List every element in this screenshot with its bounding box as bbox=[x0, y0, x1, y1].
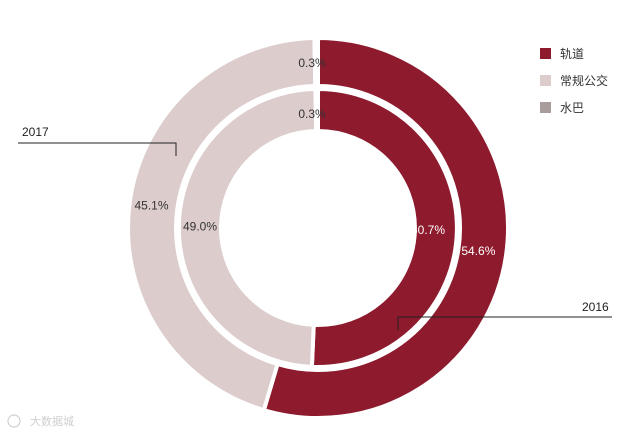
slice-2016-常规公交 bbox=[176, 86, 319, 369]
legend-swatch-轨道 bbox=[540, 48, 551, 59]
data-label-2017-轨道: 54.6% bbox=[461, 244, 495, 258]
slice-2017-常规公交 bbox=[126, 35, 318, 413]
series-label-2017: 2017 bbox=[22, 125, 49, 139]
series-label-2016: 2016 bbox=[582, 300, 609, 314]
series-callout-2016: 2016 bbox=[397, 300, 612, 330]
slice-2016-水巴 bbox=[313, 86, 320, 134]
slice-2017-轨道 bbox=[261, 35, 510, 420]
legend-label-轨道: 轨道 bbox=[560, 47, 584, 61]
data-label-2016-轨道: 50.7% bbox=[411, 223, 445, 237]
callout-line-2017 bbox=[18, 142, 177, 156]
series-callout-2017: 2017 bbox=[18, 125, 177, 156]
watermark: 大数据城 bbox=[7, 414, 74, 428]
legend-label-水巴: 水巴 bbox=[560, 101, 584, 115]
callout-line-2016 bbox=[397, 316, 612, 330]
legend-swatch-水巴 bbox=[540, 102, 551, 113]
chart-rings bbox=[126, 35, 510, 420]
slice-2017-水巴 bbox=[312, 35, 320, 89]
slice-2016-轨道 bbox=[309, 86, 459, 369]
data-label-2016-水巴: 0.3% bbox=[298, 107, 326, 121]
data-label-2017-常规公交: 45.1% bbox=[134, 198, 168, 212]
legend-swatch-常规公交 bbox=[540, 75, 551, 86]
data-labels: 54.6% 45.1% 0.3% 50.7% 49.0% 0.3% bbox=[134, 56, 495, 258]
legend-label-常规公交: 常规公交 bbox=[560, 73, 608, 88]
watermark-logo-icon bbox=[7, 414, 21, 428]
watermark-text: 大数据城 bbox=[30, 414, 74, 428]
data-label-2016-常规公交: 49.0% bbox=[183, 220, 217, 234]
data-label-2017-水巴: 0.3% bbox=[298, 56, 326, 70]
